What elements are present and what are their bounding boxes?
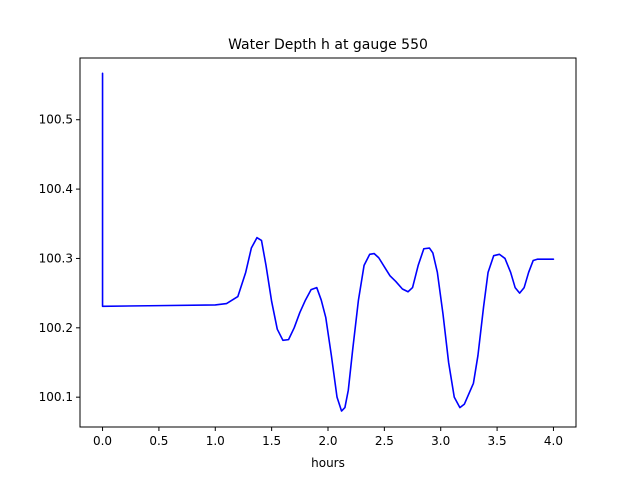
y-tick-label: 100.3	[39, 251, 73, 265]
chart-title: Water Depth h at gauge 550	[228, 37, 428, 53]
x-tick-label: 0.0	[93, 434, 112, 448]
y-tick-label: 100.4	[39, 182, 73, 196]
x-tick-label: 0.5	[149, 434, 168, 448]
x-tick-label: 1.0	[206, 434, 225, 448]
x-tick-label: 3.0	[431, 434, 450, 448]
x-axis-label: hours	[311, 456, 345, 470]
x-tick-label: 2.0	[318, 434, 337, 448]
y-tick-label: 100.5	[39, 113, 73, 127]
x-tick-label: 2.5	[375, 434, 394, 448]
series-layer	[101, 72, 555, 412]
series-line	[101, 72, 555, 412]
y-tick-label: 100.2	[39, 321, 73, 335]
x-tick-label: 3.5	[488, 434, 507, 448]
y-tick-label: 100.1	[39, 390, 73, 404]
x-axis: 0.0 0.5 1.0 1.5 2.0 2.5 3.0 3.5 4.0	[93, 427, 563, 448]
x-tick-label: 1.5	[262, 434, 281, 448]
x-tick-label: 4.0	[544, 434, 563, 448]
y-axis: 100.1 100.2 100.3 100.4 100.5	[39, 113, 80, 404]
